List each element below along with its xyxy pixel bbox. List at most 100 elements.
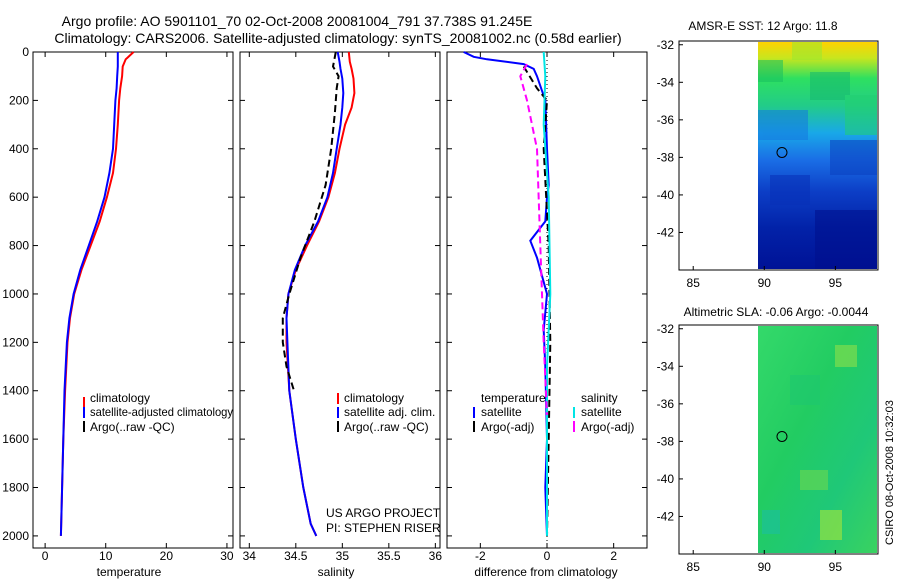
x-tick-label: 34 bbox=[243, 549, 257, 563]
salinity-legend: climatology satellite adj. clim. Argo(..… bbox=[337, 391, 435, 434]
series-line-satellite-adjusted-climatology bbox=[59, 52, 119, 536]
sst-argo-location-marker bbox=[776, 146, 788, 158]
legend-label-argo: Argo(..raw -QC) bbox=[90, 420, 175, 434]
legend-label-satellite: satellite-adjusted climatology bbox=[90, 405, 233, 419]
map-x-tick-label: 95 bbox=[829, 560, 843, 574]
x-tick-label: 34.5 bbox=[284, 549, 308, 563]
map-y-tick-label: -42 bbox=[657, 509, 675, 523]
heat-cell bbox=[835, 345, 857, 367]
sst-map-title: AMSR-E SST: 12 Argo: 11.8 bbox=[688, 19, 838, 33]
salinity-axes-frame bbox=[239, 51, 441, 549]
salinity-panel: 34 34.5 35 35.5 36 climatology satellite adj… bbox=[239, 51, 443, 579]
y-tick-label: 1400 bbox=[2, 384, 29, 398]
heat-cell bbox=[770, 175, 810, 205]
x-tick-label: 20 bbox=[160, 549, 174, 563]
series-line-salinity-argo-adj- bbox=[519, 63, 548, 415]
x-tick-label: 36 bbox=[429, 549, 443, 563]
heat-cell bbox=[790, 375, 820, 405]
sla-map-ticks: 85 90 95 -32 -34 -36 -38 -40 -42 bbox=[657, 322, 843, 574]
y-tick-label: 1000 bbox=[2, 287, 29, 301]
y-tick-label: 400 bbox=[9, 142, 29, 156]
legend-label-temp-satellite: satellite bbox=[481, 405, 522, 419]
heat-cell bbox=[758, 60, 783, 82]
heat-cell bbox=[762, 510, 780, 534]
heat-cell bbox=[820, 510, 842, 540]
heat-cell bbox=[815, 210, 877, 269]
x-tick-label: 10 bbox=[99, 549, 113, 563]
map-y-tick-label: -34 bbox=[657, 75, 675, 89]
sst-heatmap-texture bbox=[758, 42, 877, 269]
series-line-temperature-argo-adj- bbox=[522, 65, 552, 536]
x-tick-label: -2 bbox=[475, 549, 486, 563]
temperature-legend: climatology satellite-adjusted climatolo… bbox=[83, 391, 233, 434]
y-tick-label: 0 bbox=[22, 45, 29, 59]
y-tick-label: 800 bbox=[9, 239, 29, 253]
temperature-axes-frame bbox=[32, 51, 234, 549]
sst-map-ticks: 85 90 95 -32 -34 -36 -38 -40 -42 bbox=[657, 38, 843, 290]
x-tick-label: 35 bbox=[336, 549, 350, 563]
y-tick-label: 1200 bbox=[2, 335, 29, 349]
map-x-tick-label: 95 bbox=[829, 276, 843, 290]
legend-heading-temperature: temperature bbox=[481, 391, 546, 405]
heat-cell bbox=[830, 140, 877, 175]
heat-cell bbox=[758, 110, 808, 140]
project-annotation-line-2: PI: STEPHEN RISER bbox=[326, 521, 441, 535]
difference-legend: temperature satellite Argo(-adj) salinit… bbox=[473, 391, 634, 434]
x-tick-label: 30 bbox=[220, 549, 234, 563]
map-x-tick-label: 85 bbox=[687, 276, 701, 290]
sla-heatmap-texture bbox=[762, 345, 857, 540]
legend-label-climatology: climatology bbox=[344, 391, 404, 405]
map-x-tick-label: 90 bbox=[758, 560, 772, 574]
sla-map-panel: Altimetric SLA: -0.06 Argo: -0.0044 85 90… bbox=[657, 305, 879, 574]
map-y-tick-label: -32 bbox=[657, 38, 675, 52]
legend-label-sal-argo: Argo(-adj) bbox=[581, 420, 634, 434]
y-tick-label: 2000 bbox=[2, 529, 29, 543]
map-y-tick-label: -36 bbox=[657, 113, 675, 127]
title-line-2: Climatology: CARS2006. Satellite-adjuste… bbox=[54, 30, 621, 46]
heat-cell bbox=[792, 42, 822, 60]
series-line-argo-raw-qc- bbox=[281, 51, 340, 391]
legend-label-argo: Argo(..raw -QC) bbox=[344, 420, 429, 434]
legend-label-satellite: satellite adj. clim. bbox=[344, 405, 435, 419]
heat-cell bbox=[800, 470, 828, 490]
y-tick-label: 600 bbox=[9, 190, 29, 204]
x-tick-label: 2 bbox=[610, 549, 617, 563]
y-tick-label: 1600 bbox=[2, 432, 29, 446]
series-line-satellite-adj-clim- bbox=[285, 51, 345, 537]
legend-label-sal-satellite: satellite bbox=[581, 405, 622, 419]
x-tick-label: 0 bbox=[42, 549, 49, 563]
difference-ticks: -2 0 2 bbox=[447, 51, 647, 563]
x-tick-label: 0 bbox=[544, 549, 551, 563]
temperature-ticks: 0 10 20 30 0 200 400 600 800 1000 1200 1400 1600 1800… bbox=[2, 45, 234, 563]
map-y-tick-label: -40 bbox=[657, 188, 675, 202]
map-y-tick-label: -32 bbox=[657, 322, 675, 336]
legend-heading-salinity: salinity bbox=[581, 391, 618, 405]
salinity-ticks: 34 34.5 35 35.5 36 bbox=[240, 51, 443, 563]
difference-panel: -2 0 2 temperature satellite Argo(-adj) sa… bbox=[446, 51, 648, 579]
x-tick-label: 35.5 bbox=[377, 549, 401, 563]
title-line-1: Argo profile: AO 5901101_70 02-Oct-2008 … bbox=[62, 13, 533, 29]
temperature-series bbox=[59, 51, 135, 536]
map-y-tick-label: -42 bbox=[657, 225, 675, 239]
map-y-tick-label: -40 bbox=[657, 472, 675, 486]
salinity-series bbox=[281, 51, 356, 537]
temperature-xlabel: temperature bbox=[97, 565, 162, 579]
legend-label-temp-argo: Argo(-adj) bbox=[481, 420, 534, 434]
heat-cell bbox=[845, 95, 877, 135]
legend-label-climatology: climatology bbox=[90, 391, 150, 405]
sst-map-panel: AMSR-E SST: 12 Argo: 11.8 85 90 95 -32 -34 -3… bbox=[657, 19, 879, 290]
difference-xlabel: difference from climatology bbox=[474, 565, 617, 579]
map-x-tick-label: 90 bbox=[758, 276, 772, 290]
series-line-salinity-satellite bbox=[542, 51, 552, 536]
sla-argo-location-marker bbox=[776, 430, 788, 442]
side-credit-label: CSIRO 08-Oct-2008 10:32:03 bbox=[884, 400, 896, 545]
map-y-tick-label: -38 bbox=[657, 434, 675, 448]
temperature-panel: 0 10 20 30 0 200 400 600 800 1000 1200 1400 1600 1800… bbox=[2, 45, 234, 579]
y-tick-label: 1800 bbox=[2, 481, 29, 495]
salinity-xlabel: salinity bbox=[318, 565, 355, 579]
map-y-tick-label: -36 bbox=[657, 397, 675, 411]
sla-map-title: Altimetric SLA: -0.06 Argo: -0.0044 bbox=[684, 305, 869, 319]
project-annotation-line-1: US ARGO PROJECT bbox=[326, 506, 441, 520]
map-y-tick-label: -38 bbox=[657, 150, 675, 164]
